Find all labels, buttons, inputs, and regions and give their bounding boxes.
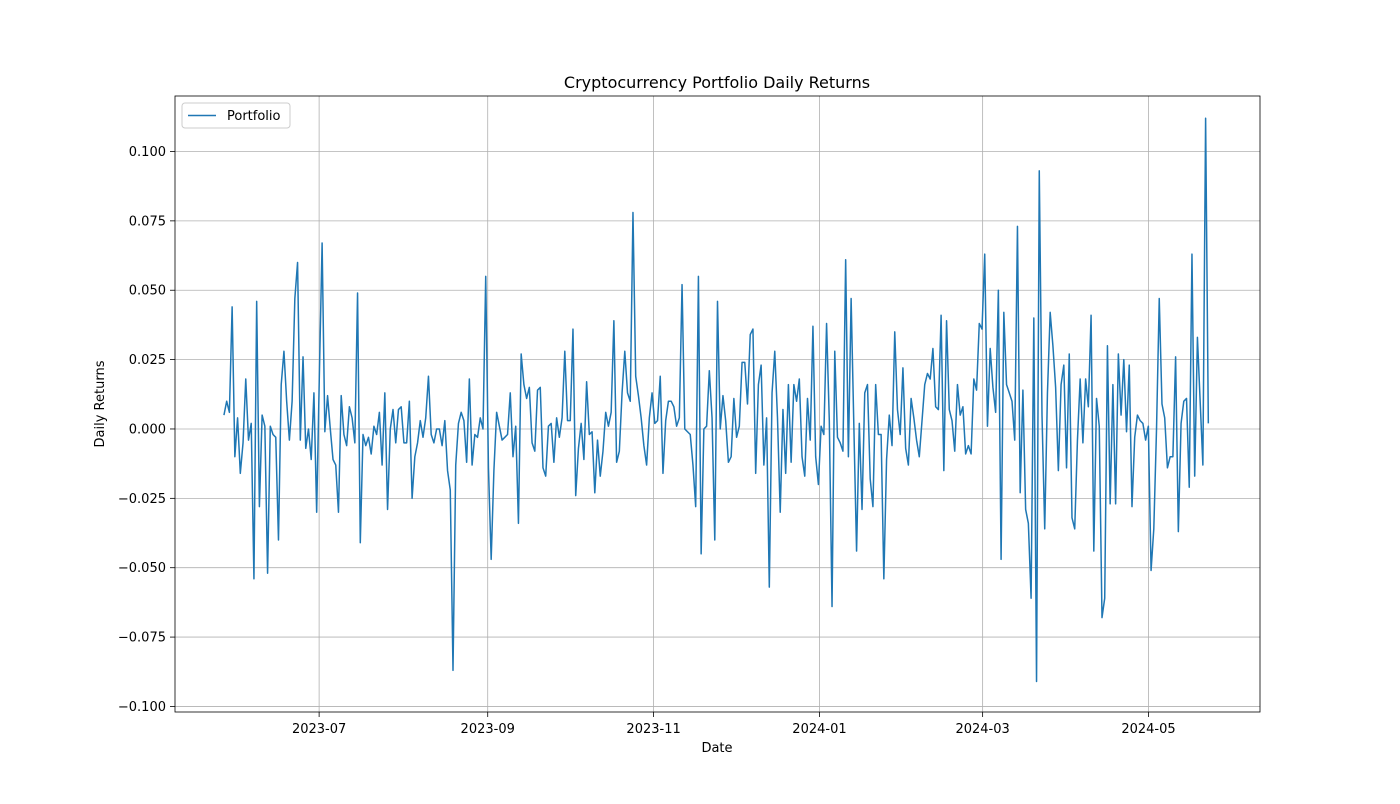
x-tick-label: 2023-11: [626, 722, 680, 737]
x-tick-label: 2023-07: [292, 722, 346, 737]
y-tick-label: −0.025: [118, 492, 166, 507]
y-tick-label: −0.075: [118, 631, 166, 646]
x-tick-label: 2024-03: [955, 722, 1009, 737]
plot-frame: [174, 95, 1261, 713]
series-layer: [223, 117, 1210, 683]
y-axis: −0.100 −0.075 −0.050 −0.025 0.000 0.025 0.050 0…: [118, 145, 175, 715]
grid-lines: [175, 96, 1260, 712]
y-tick-label: 0.100: [129, 145, 166, 160]
y-tick-label: −0.100: [118, 700, 166, 715]
x-tick-label: 2023-09: [461, 722, 515, 737]
chart-title: Cryptocurrency Portfolio Daily Returns: [564, 73, 870, 92]
y-tick-label: 0.050: [129, 284, 166, 299]
y-tick-label: 0.075: [129, 214, 166, 229]
y-tick-label: −0.050: [118, 561, 166, 576]
legend-box: [181, 102, 291, 129]
x-axis-label: Date: [701, 741, 732, 756]
series-line-portfolio: [223, 117, 1210, 683]
y-tick-label: 0.000: [129, 422, 166, 437]
legend: Portfolio: [181, 102, 291, 129]
legend-label-portfolio: Portfolio: [227, 109, 281, 124]
x-tick-label: 2024-05: [1121, 722, 1175, 737]
y-tick-label: 0.025: [129, 353, 166, 368]
x-tick-label: 2024-01: [792, 722, 846, 737]
y-axis-label: Daily Returns: [93, 360, 108, 447]
x-axis: 2023-07 2023-09 2023-11 2024-01 2024-03 2024-…: [292, 712, 1176, 737]
